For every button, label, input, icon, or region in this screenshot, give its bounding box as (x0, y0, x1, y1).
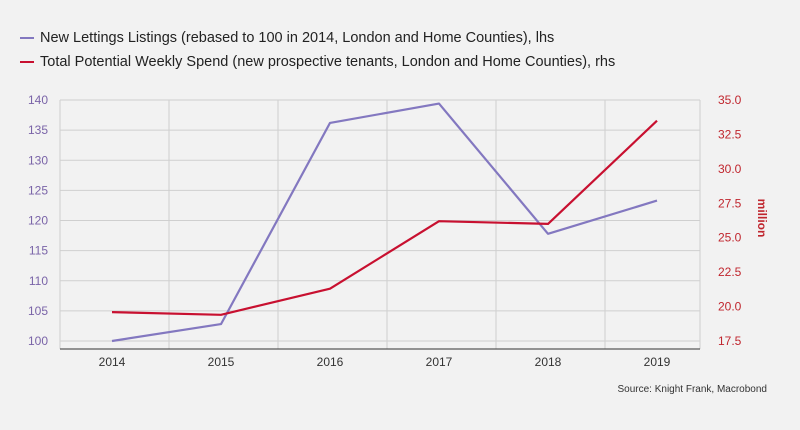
legend-label-listings: New Lettings Listings (rebased to 100 in… (40, 30, 555, 46)
y-right-tick-label: 32.5 (718, 127, 742, 141)
legend-item-spend: Total Potential Weekly Spend (new prospe… (20, 50, 615, 74)
y-left-tick-label: 125 (28, 183, 48, 197)
series-line-spend (111, 119, 658, 316)
y-left-tick-label: 110 (29, 274, 48, 288)
legend-swatch-spend (20, 61, 34, 63)
y-right-tick-label: 17.5 (718, 334, 742, 348)
y-right-tick-label: 27.5 (718, 196, 742, 210)
y-right-tick-label: 30.0 (718, 162, 742, 176)
y-left-tick-label: 105 (28, 304, 48, 318)
y-right-tick-label: 25.0 (718, 231, 742, 245)
grid (59, 99, 701, 349)
series-lines (111, 102, 658, 343)
y-left-tick-label: 100 (28, 334, 48, 348)
legend-swatch-listings (20, 37, 34, 39)
y-right-tick-label: 22.5 (718, 265, 742, 279)
x-tick-label: 2017 (426, 355, 453, 369)
y-right-tick-label: 35.0 (718, 93, 742, 107)
x-tick-label: 2015 (208, 355, 235, 369)
legend: New Lettings Listings (rebased to 100 in… (20, 26, 615, 74)
y-right-tick-label: 20.0 (718, 300, 742, 314)
x-tick-label: 2014 (99, 355, 126, 369)
y-left-tick-label: 130 (28, 153, 48, 167)
source-note: Source: Knight Frank, Macrobond (617, 384, 767, 395)
y-left-tick-label: 140 (28, 93, 48, 107)
legend-item-listings: New Lettings Listings (rebased to 100 in… (20, 26, 615, 50)
y-right-axis-label: million (755, 199, 769, 238)
x-tick-label: 2019 (644, 355, 671, 369)
y-left-tick-label: 135 (28, 123, 48, 137)
x-tick-label: 2018 (535, 355, 562, 369)
x-tick-label: 2016 (317, 355, 344, 369)
axes: 100 105 110 115 120 125 130 135 140 17.5 20.0 22.5 2… (28, 93, 769, 369)
series-line-listings (111, 102, 658, 343)
y-left-tick-label: 120 (28, 214, 48, 228)
legend-label-spend: Total Potential Weekly Spend (new prospe… (40, 54, 616, 70)
y-left-tick-label: 115 (29, 244, 48, 258)
